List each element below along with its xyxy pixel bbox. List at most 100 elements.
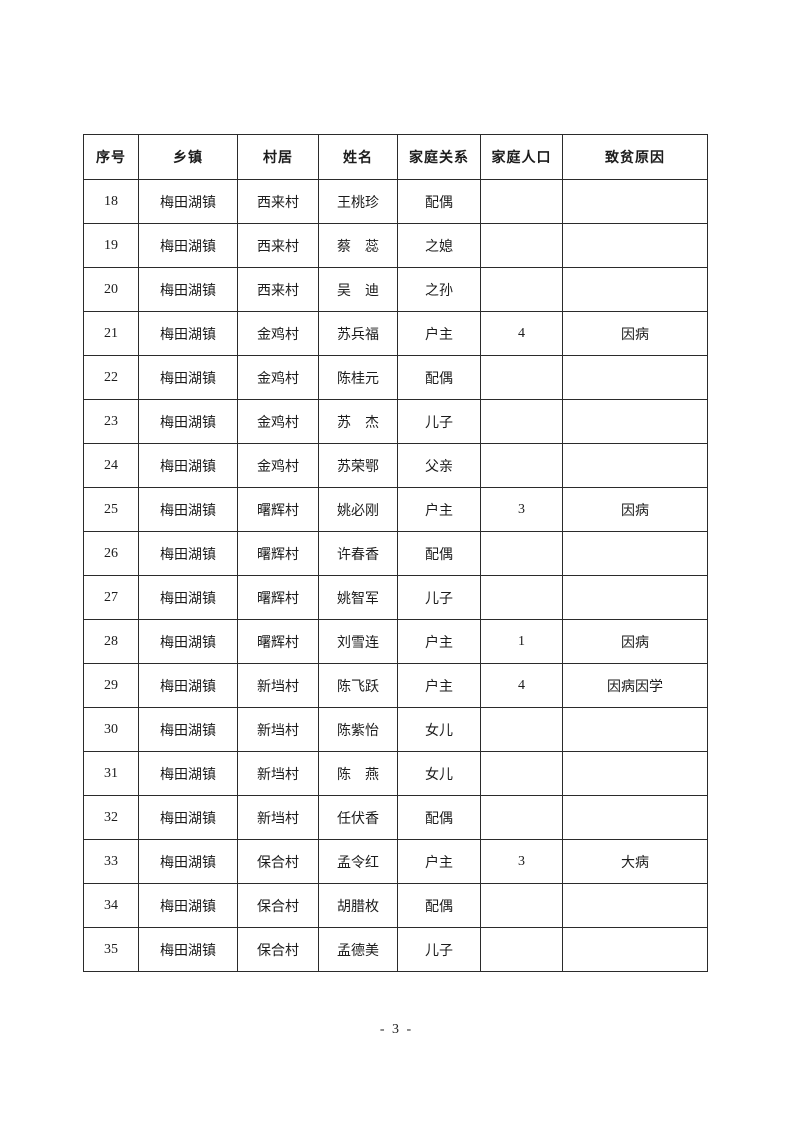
cell-village: 新垱村 bbox=[237, 663, 319, 708]
cell-township: 梅田湖镇 bbox=[138, 707, 238, 752]
cell-index: 25 bbox=[83, 487, 139, 532]
cell-population bbox=[480, 443, 563, 488]
cell-cause bbox=[562, 399, 708, 444]
cell-index: 31 bbox=[83, 751, 139, 796]
cell-cause bbox=[562, 575, 708, 620]
cell-name: 任伏香 bbox=[318, 795, 398, 840]
cell-population bbox=[480, 223, 563, 268]
cell-relation: 之孙 bbox=[397, 267, 481, 312]
cell-township: 梅田湖镇 bbox=[138, 619, 238, 664]
cell-population bbox=[480, 927, 563, 972]
cell-township: 梅田湖镇 bbox=[138, 839, 238, 884]
column-header-name: 姓名 bbox=[318, 134, 398, 180]
cell-cause bbox=[562, 707, 708, 752]
cell-population bbox=[480, 707, 563, 752]
cell-township: 梅田湖镇 bbox=[138, 795, 238, 840]
cell-relation: 之媳 bbox=[397, 223, 481, 268]
cell-relation: 儿子 bbox=[397, 575, 481, 620]
cell-name: 刘雪连 bbox=[318, 619, 398, 664]
table-row: 21 梅田湖镇 金鸡村 苏兵福 户主 4 因病 bbox=[83, 311, 708, 356]
cell-village: 新垱村 bbox=[237, 795, 319, 840]
table-row: 30 梅田湖镇 新垱村 陈紫怡 女儿 bbox=[83, 707, 708, 752]
table-row: 27 梅田湖镇 曙辉村 姚智军 儿子 bbox=[83, 575, 708, 620]
cell-township: 梅田湖镇 bbox=[138, 663, 238, 708]
cell-cause: 因病 bbox=[562, 311, 708, 356]
cell-population bbox=[480, 355, 563, 400]
table-row: 31 梅田湖镇 新垱村陈 燕女儿 bbox=[83, 751, 708, 796]
cell-index: 18 bbox=[83, 179, 139, 224]
cell-relation: 户主 bbox=[397, 619, 481, 664]
cell-index: 30 bbox=[83, 707, 139, 752]
table-row: 20 梅田湖镇 西来村吴 迪之孙 bbox=[83, 267, 708, 312]
cell-population: 4 bbox=[480, 311, 563, 356]
cell-index: 26 bbox=[83, 531, 139, 576]
column-header-village: 村居 bbox=[237, 134, 319, 180]
cell-population bbox=[480, 883, 563, 928]
table-row: 35 梅田湖镇 保合村 孟德美 儿子 bbox=[83, 927, 708, 972]
cell-village: 保合村 bbox=[237, 839, 319, 884]
cell-population bbox=[480, 531, 563, 576]
table-header-row: 序号 乡镇 村居 姓名 家庭关系 家庭人口 致贫原因 bbox=[83, 134, 708, 180]
cell-cause bbox=[562, 751, 708, 796]
column-header-cause: 致贫原因 bbox=[562, 134, 708, 180]
cell-village: 西来村 bbox=[237, 179, 319, 224]
cell-population: 3 bbox=[480, 839, 563, 884]
cell-cause: 大病 bbox=[562, 839, 708, 884]
cell-name: 孟德美 bbox=[318, 927, 398, 972]
cell-township: 梅田湖镇 bbox=[138, 267, 238, 312]
cell-township: 梅田湖镇 bbox=[138, 355, 238, 400]
cell-name: 陈 燕 bbox=[318, 751, 398, 796]
cell-population: 1 bbox=[480, 619, 563, 664]
table-row: 33 梅田湖镇 保合村 孟令红 户主 3 大病 bbox=[83, 839, 708, 884]
cell-name: 姚智军 bbox=[318, 575, 398, 620]
cell-population bbox=[480, 575, 563, 620]
cell-relation: 女儿 bbox=[397, 707, 481, 752]
cell-index: 22 bbox=[83, 355, 139, 400]
cell-index: 27 bbox=[83, 575, 139, 620]
cell-name: 许春香 bbox=[318, 531, 398, 576]
cell-relation: 父亲 bbox=[397, 443, 481, 488]
cell-index: 23 bbox=[83, 399, 139, 444]
cell-relation: 儿子 bbox=[397, 927, 481, 972]
cell-population bbox=[480, 751, 563, 796]
cell-township: 梅田湖镇 bbox=[138, 575, 238, 620]
cell-index: 19 bbox=[83, 223, 139, 268]
cell-village: 曙辉村 bbox=[237, 575, 319, 620]
cell-relation: 户主 bbox=[397, 663, 481, 708]
cell-relation: 配偶 bbox=[397, 883, 481, 928]
cell-population bbox=[480, 179, 563, 224]
cell-cause: 因病 bbox=[562, 487, 708, 532]
table-row: 25 梅田湖镇 曙辉村 姚必刚 户主 3 因病 bbox=[83, 487, 708, 532]
cell-index: 32 bbox=[83, 795, 139, 840]
cell-village: 西来村 bbox=[237, 267, 319, 312]
cell-name: 苏兵福 bbox=[318, 311, 398, 356]
cell-cause bbox=[562, 883, 708, 928]
cell-village: 金鸡村 bbox=[237, 443, 319, 488]
cell-cause bbox=[562, 795, 708, 840]
cell-name: 吴 迪 bbox=[318, 267, 398, 312]
cell-township: 梅田湖镇 bbox=[138, 179, 238, 224]
cell-township: 梅田湖镇 bbox=[138, 399, 238, 444]
table-row: 32 梅田湖镇 新垱村 任伏香 配偶 bbox=[83, 795, 708, 840]
cell-index: 21 bbox=[83, 311, 139, 356]
cell-relation: 配偶 bbox=[397, 795, 481, 840]
cell-township: 梅田湖镇 bbox=[138, 751, 238, 796]
cell-village: 新垱村 bbox=[237, 751, 319, 796]
cell-name: 陈桂元 bbox=[318, 355, 398, 400]
cell-population bbox=[480, 399, 563, 444]
cell-name: 孟令红 bbox=[318, 839, 398, 884]
cell-relation: 配偶 bbox=[397, 179, 481, 224]
cell-village: 金鸡村 bbox=[237, 355, 319, 400]
cell-index: 35 bbox=[83, 927, 139, 972]
table-row: 18 梅田湖镇 西来村 王桃珍 配偶 bbox=[83, 179, 708, 224]
cell-cause bbox=[562, 223, 708, 268]
cell-township: 梅田湖镇 bbox=[138, 443, 238, 488]
cell-township: 梅田湖镇 bbox=[138, 487, 238, 532]
cell-village: 西来村 bbox=[237, 223, 319, 268]
cell-relation: 户主 bbox=[397, 487, 481, 532]
cell-village: 曙辉村 bbox=[237, 487, 319, 532]
table-row: 34 梅田湖镇 保合村 胡腊枚 配偶 bbox=[83, 883, 708, 928]
cell-name: 姚必刚 bbox=[318, 487, 398, 532]
table-row: 29 梅田湖镇 新垱村 陈飞跃 户主 4 因病因学 bbox=[83, 663, 708, 708]
